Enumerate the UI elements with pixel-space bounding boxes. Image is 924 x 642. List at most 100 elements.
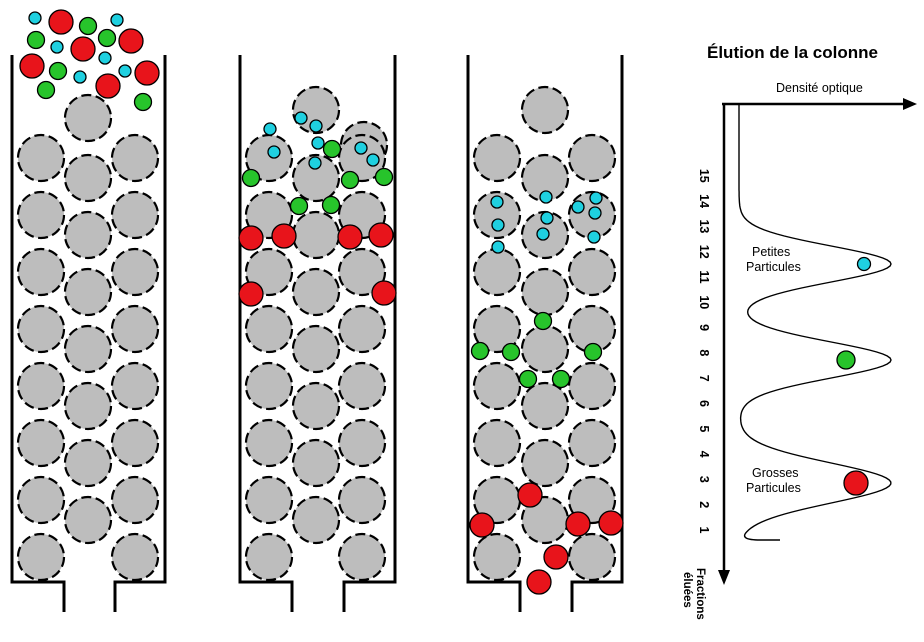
small-particle	[539, 190, 553, 204]
medium-particle	[322, 139, 342, 159]
small-particle	[587, 230, 601, 244]
small-particle	[118, 64, 132, 78]
gel-bead	[110, 475, 160, 525]
fraction-number: 5	[697, 425, 711, 432]
peak-medium-marker	[836, 350, 856, 370]
column-2-left-wall	[238, 55, 294, 612]
small-particle	[311, 136, 325, 150]
small-particle	[354, 141, 368, 155]
fraction-number: 8	[697, 349, 711, 356]
gel-bead	[16, 418, 66, 468]
large-particle	[238, 225, 264, 251]
gel-bead	[520, 85, 570, 135]
large-particle	[271, 223, 297, 249]
medium-particle	[321, 195, 341, 215]
small-particle	[267, 145, 281, 159]
gel-bead	[291, 153, 341, 203]
fraction-number: 7	[697, 375, 711, 382]
fraction-number: 3	[697, 476, 711, 483]
peak-large-marker	[843, 470, 869, 496]
fraction-number: 6	[697, 400, 711, 407]
column-1-right-wall	[113, 55, 167, 612]
medium-particle	[48, 61, 68, 81]
gel-bead	[337, 418, 387, 468]
gel-bead	[63, 93, 113, 143]
medium-particle	[36, 80, 56, 100]
small-particle	[309, 119, 323, 133]
gel-bead	[520, 324, 570, 374]
large-particle	[368, 222, 394, 248]
peak-large-label-line1: Grosses	[752, 466, 799, 480]
medium-particle	[26, 30, 46, 50]
gel-bead	[63, 495, 113, 545]
fraction-number: 15	[697, 169, 711, 183]
large-particle	[469, 512, 495, 538]
large-particle	[95, 73, 121, 99]
gel-bead	[16, 247, 66, 297]
small-particle	[263, 122, 277, 136]
gel-bead	[337, 133, 387, 183]
gel-bead	[63, 324, 113, 374]
gel-bead	[520, 381, 570, 431]
column-1-left-wall	[10, 55, 66, 612]
medium-particle	[501, 342, 521, 362]
small-particle	[491, 240, 505, 254]
peak-small-label-line2: Particules	[746, 260, 801, 274]
column-3-left-wall	[466, 55, 522, 612]
fraction-number: 12	[697, 245, 711, 259]
gel-bead	[110, 418, 160, 468]
gel-bead	[567, 133, 617, 183]
x-axis-label: Densité optique	[776, 81, 863, 95]
small-particle	[308, 156, 322, 170]
medium-particle	[551, 369, 571, 389]
gel-bead	[472, 304, 522, 354]
gel-bead	[337, 532, 387, 582]
large-particle	[134, 60, 160, 86]
small-particle	[28, 11, 42, 25]
gel-bead	[244, 532, 294, 582]
gel-bead	[291, 381, 341, 431]
medium-particle	[133, 92, 153, 112]
small-particle	[536, 227, 550, 241]
gel-bead	[110, 361, 160, 411]
large-particle	[517, 482, 543, 508]
large-particle	[543, 544, 569, 570]
gel-bead	[63, 267, 113, 317]
gel-bead	[291, 438, 341, 488]
small-particle	[540, 211, 554, 225]
gel-bead	[472, 532, 522, 582]
column-2-gel-beads	[244, 85, 389, 582]
gel-bead	[110, 247, 160, 297]
fraction-number: 9	[697, 324, 711, 331]
large-particle	[238, 281, 264, 307]
column-2-particles	[238, 111, 397, 307]
gel-bead	[567, 418, 617, 468]
small-particle	[491, 218, 505, 232]
gel-bead	[244, 304, 294, 354]
gel-bead	[63, 381, 113, 431]
fraction-number: 2	[697, 501, 711, 508]
medium-particle	[97, 28, 117, 48]
gel-bead	[567, 475, 617, 525]
fraction-number: 13	[697, 219, 711, 233]
gel-bead	[291, 324, 341, 374]
column-2-right-wall	[342, 55, 397, 612]
fraction-number: 10	[697, 295, 711, 309]
fraction-number: 11	[697, 270, 711, 283]
gel-bead	[16, 532, 66, 582]
large-particle	[526, 569, 552, 595]
gel-bead	[520, 267, 570, 317]
gel-bead	[63, 210, 113, 260]
small-particle	[490, 195, 504, 209]
gel-bead	[520, 438, 570, 488]
fraction-number: 4	[697, 451, 711, 458]
y-axis-label-line1: Fractions	[694, 568, 706, 620]
gel-bead	[16, 304, 66, 354]
elution-curve	[738, 104, 892, 541]
medium-particle	[470, 341, 490, 361]
gel-bead	[63, 153, 113, 203]
column-2-separating	[238, 55, 397, 612]
gel-bead	[291, 495, 341, 545]
